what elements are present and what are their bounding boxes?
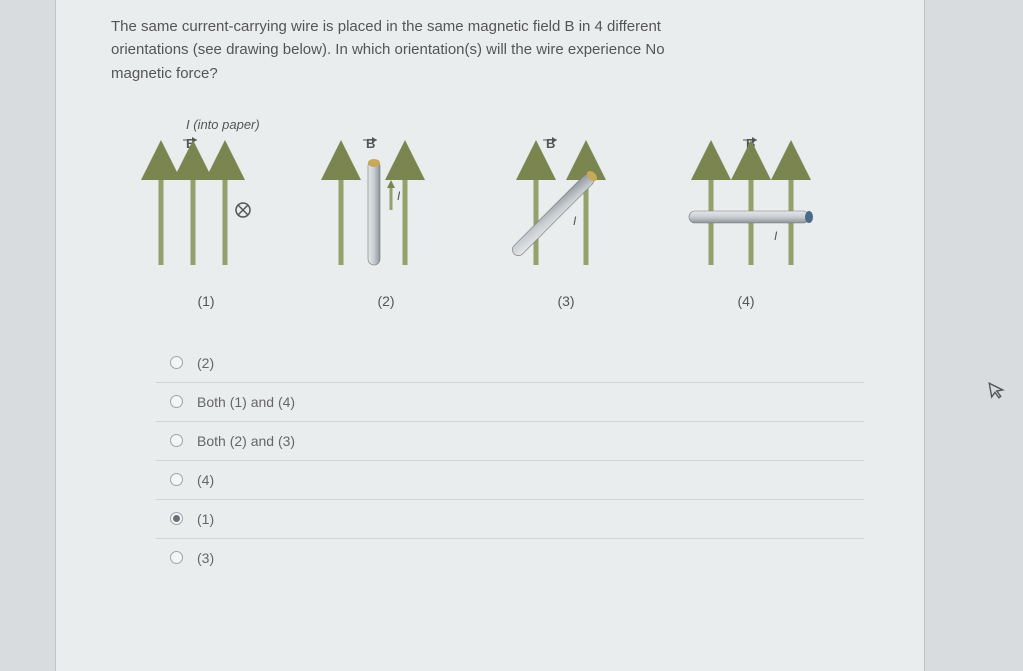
option-4[interactable]: (1) bbox=[156, 499, 864, 538]
options-list: (2) Both (1) and (4) Both (2) and (3) (4… bbox=[56, 319, 924, 577]
option-5[interactable]: (3) bbox=[156, 538, 864, 577]
caption-4: (4) bbox=[737, 293, 754, 309]
diagram-3-svg: B I bbox=[491, 115, 641, 275]
option-0-label: (2) bbox=[197, 355, 214, 371]
diagram-2-svg: B I bbox=[311, 115, 461, 275]
diagram-row: I (into paper) B (1) bbox=[56, 105, 924, 319]
option-2-label: Both (2) and (3) bbox=[197, 433, 295, 449]
diagram-2: B I (2) bbox=[311, 115, 461, 309]
diagram-4: B I (4) bbox=[671, 115, 821, 309]
radio-4[interactable] bbox=[170, 512, 183, 525]
question-text: The same current-carrying wire is placed… bbox=[56, 0, 924, 105]
option-4-label: (1) bbox=[197, 511, 214, 527]
radio-2[interactable] bbox=[170, 434, 183, 447]
question-page: The same current-carrying wire is placed… bbox=[55, 0, 925, 671]
option-2[interactable]: Both (2) and (3) bbox=[156, 421, 864, 460]
caption-2: (2) bbox=[377, 293, 394, 309]
into-paper-label: I (into paper) bbox=[186, 117, 260, 132]
option-3-label: (4) bbox=[197, 472, 214, 488]
radio-1[interactable] bbox=[170, 395, 183, 408]
radio-3[interactable] bbox=[170, 473, 183, 486]
cursor-icon bbox=[987, 379, 1007, 406]
caption-1: (1) bbox=[197, 293, 214, 309]
q-line2: orientations (see drawing below). In whi… bbox=[111, 41, 665, 58]
option-3[interactable]: (4) bbox=[156, 460, 864, 499]
option-1[interactable]: Both (1) and (4) bbox=[156, 382, 864, 421]
i-label-3: I bbox=[573, 214, 577, 228]
q-line3: magnetic force? bbox=[111, 65, 218, 82]
option-1-label: Both (1) and (4) bbox=[197, 394, 295, 410]
caption-3: (3) bbox=[557, 293, 574, 309]
i-label-4: I bbox=[774, 229, 778, 243]
radio-0[interactable] bbox=[170, 356, 183, 369]
diagram-1: I (into paper) B (1) bbox=[131, 115, 281, 309]
option-0[interactable]: (2) bbox=[156, 344, 864, 382]
diagram-3: B I (3) bbox=[491, 115, 641, 309]
radio-5[interactable] bbox=[170, 551, 183, 564]
option-5-label: (3) bbox=[197, 550, 214, 566]
diagram-1-svg: I (into paper) B bbox=[131, 115, 281, 275]
i-label-2: I bbox=[397, 189, 401, 203]
diagram-4-svg: B I bbox=[671, 115, 821, 275]
q-line1: The same current-carrying wire is placed… bbox=[111, 18, 661, 35]
